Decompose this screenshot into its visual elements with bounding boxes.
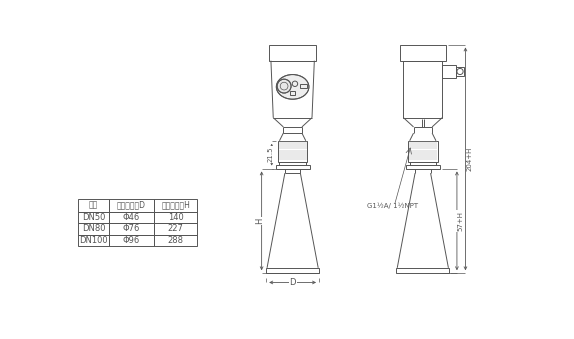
Text: 21.5: 21.5	[267, 147, 273, 162]
Text: 喇叭口直径D: 喇叭口直径D	[117, 201, 146, 210]
Text: D: D	[289, 278, 296, 287]
Bar	[78, 223, 109, 235]
Bar	[154, 199, 197, 212]
Bar	[276, 165, 310, 168]
Bar	[406, 165, 440, 168]
Bar	[456, 67, 464, 76]
Text: 204+H: 204+H	[466, 147, 472, 171]
Bar	[266, 268, 319, 273]
Bar	[109, 235, 154, 246]
Text: DN80: DN80	[82, 224, 105, 234]
Text: DN100: DN100	[79, 236, 108, 245]
Bar	[442, 64, 456, 78]
Bar	[410, 162, 436, 165]
Text: DN50: DN50	[82, 213, 105, 222]
Bar	[109, 212, 154, 223]
Bar	[400, 44, 446, 61]
Bar	[109, 223, 154, 235]
Text: 喇叭口高度H: 喇叭口高度H	[161, 201, 190, 210]
Bar	[408, 141, 437, 162]
Text: Φ46: Φ46	[123, 213, 140, 222]
Bar	[404, 61, 442, 118]
Bar	[154, 212, 197, 223]
Text: 法兰: 法兰	[89, 201, 98, 210]
Text: 57+H: 57+H	[457, 211, 463, 231]
Text: 227: 227	[168, 224, 184, 234]
Bar	[289, 91, 295, 95]
Text: 140: 140	[168, 213, 184, 222]
Bar	[154, 223, 197, 235]
Bar	[278, 141, 307, 162]
Bar	[78, 199, 109, 212]
Bar	[269, 44, 316, 61]
Text: Φ76: Φ76	[123, 224, 140, 234]
Text: 288: 288	[168, 236, 184, 245]
Text: Φ96: Φ96	[123, 236, 140, 245]
Circle shape	[277, 79, 291, 93]
Bar	[280, 162, 306, 165]
Bar	[109, 199, 154, 212]
Bar	[78, 212, 109, 223]
Text: G1½A/ 1½NPT: G1½A/ 1½NPT	[367, 203, 418, 210]
Bar	[154, 235, 197, 246]
Bar	[397, 268, 449, 273]
Ellipse shape	[276, 75, 309, 99]
Text: H: H	[255, 218, 265, 224]
Bar	[78, 235, 109, 246]
Bar	[300, 84, 307, 88]
